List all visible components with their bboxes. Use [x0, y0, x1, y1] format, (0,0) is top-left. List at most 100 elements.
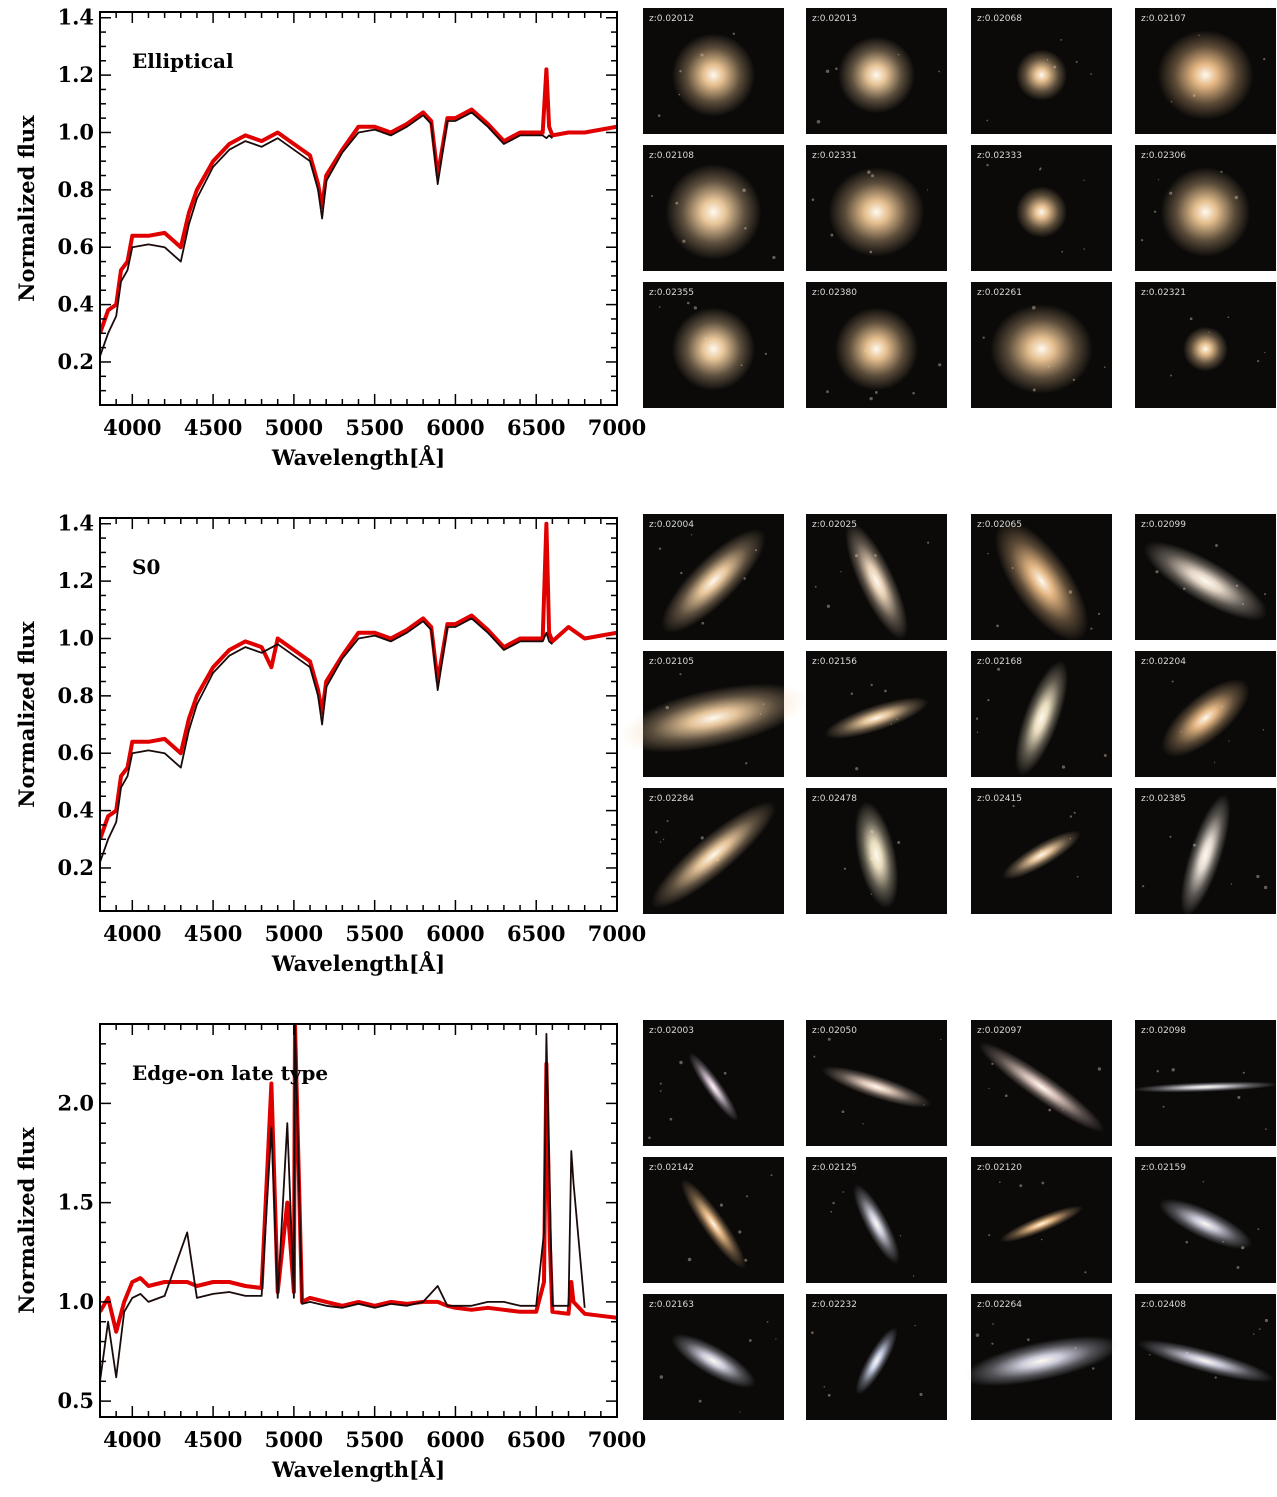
galaxy-thumbnail: z:0.02478	[806, 788, 947, 914]
background-star	[996, 624, 999, 628]
x-tick-label: 6000	[426, 415, 484, 440]
thumbnail-redshift-label: z:0.02120	[977, 1163, 1022, 1173]
background-star	[825, 69, 830, 74]
thumbnail-redshift-label: z:0.02264	[977, 1300, 1022, 1310]
thumbnail-redshift-label: z:0.02321	[1141, 288, 1186, 298]
background-star	[1060, 39, 1063, 41]
thumbnail-redshift-label: z:0.02355	[649, 288, 694, 298]
thumbnail-redshift-label: z:0.02261	[977, 288, 1022, 298]
y-tick-label: 1.0	[57, 119, 94, 144]
galaxy-thumbnail: z:0.02108	[643, 145, 784, 271]
y-tick-label: 0.2	[57, 855, 94, 880]
background-star	[988, 1087, 990, 1090]
background-star	[1103, 366, 1106, 368]
y-axis-title: Normalized flux	[14, 1127, 39, 1314]
background-star	[1027, 1338, 1030, 1341]
galaxy-image	[838, 36, 915, 114]
background-star	[870, 683, 873, 687]
background-star	[938, 70, 941, 73]
background-star	[1227, 316, 1230, 319]
thumbnail-redshift-label: z:0.02065	[977, 520, 1022, 530]
thumbnail-redshift-label: z:0.02478	[812, 794, 857, 804]
thumbnail-redshift-label: z:0.02012	[649, 14, 694, 24]
galaxy-image	[1158, 1198, 1253, 1250]
background-star	[840, 571, 842, 573]
background-star	[1215, 543, 1218, 547]
background-star	[1264, 1318, 1269, 1323]
background-star	[1256, 874, 1260, 879]
background-star	[827, 1037, 831, 1041]
galaxy-image	[661, 528, 766, 634]
background-star	[738, 1230, 742, 1234]
background-star	[648, 1136, 651, 1140]
background-star	[701, 621, 705, 625]
galaxy-image	[688, 1052, 739, 1122]
thumbnail-redshift-label: z:0.02306	[1141, 151, 1186, 161]
thumbnail-redshift-label: z:0.02105	[649, 657, 694, 667]
x-tick-label: 7000	[588, 921, 646, 946]
background-star	[814, 585, 817, 588]
background-star	[841, 1110, 845, 1114]
thumbnail-redshift-label: z:0.02050	[812, 1026, 857, 1036]
background-star	[1262, 728, 1265, 731]
background-star	[1237, 1095, 1241, 1099]
galaxy-image	[978, 1041, 1105, 1133]
background-star	[770, 1174, 773, 1177]
background-star	[1142, 885, 1145, 888]
galaxy-thumbnail: z:0.02025	[806, 514, 947, 640]
background-star	[1264, 351, 1266, 354]
galaxy-thumbnail: z:0.02408	[1135, 1294, 1276, 1420]
background-star	[1069, 815, 1073, 818]
background-star	[914, 1324, 916, 1327]
background-star	[1258, 1328, 1261, 1330]
y-tick-label: 1.0	[57, 625, 94, 650]
thumbnail-redshift-label: z:0.02125	[812, 1163, 857, 1173]
series-group	[100, 521, 617, 863]
galaxy-thumbnail: z:0.02156	[806, 651, 947, 777]
background-star	[687, 1257, 692, 1262]
background-star	[982, 336, 985, 339]
background-star	[1090, 627, 1093, 630]
x-tick-label: 4500	[184, 921, 242, 946]
background-star	[1189, 317, 1193, 321]
thumbnail-redshift-label: z:0.02168	[977, 657, 1022, 667]
background-star	[850, 692, 854, 695]
galaxy-thumbnail: z:0.02232	[806, 1294, 947, 1420]
background-star	[1040, 1238, 1043, 1241]
background-star	[1090, 73, 1092, 75]
galaxy-image	[1137, 1339, 1274, 1383]
galaxy-thumbnail: z:0.02333	[971, 145, 1112, 271]
thumbnail-redshift-label: z:0.02097	[977, 1026, 1022, 1036]
series-line-black	[100, 617, 553, 863]
background-star	[679, 1060, 683, 1065]
background-star	[775, 1338, 777, 1340]
galaxy-image	[1014, 660, 1069, 776]
background-star	[988, 1234, 991, 1237]
background-star	[764, 352, 767, 355]
chart-panel-1: 4000 4500 5000 5500 6000 6500 7000 0.2 0.4 0.6 0.8…	[14, 5, 1276, 470]
background-star	[823, 1385, 826, 1388]
thumbnail-redshift-label: z:0.02098	[1141, 1026, 1186, 1036]
thumbnail-redshift-label: z:0.02013	[812, 14, 857, 24]
background-star	[1170, 374, 1173, 377]
thumbnail-redshift-label: z:0.02025	[812, 520, 857, 530]
y-tick-label: 1.0	[57, 1289, 94, 1314]
galaxy-thumbnail: z:0.02284	[643, 788, 784, 914]
background-star	[912, 392, 915, 395]
background-star	[746, 1195, 749, 1198]
galaxy-thumbnail: z:0.02204	[1135, 651, 1276, 777]
background-star	[1263, 58, 1266, 61]
background-star	[1265, 1128, 1267, 1131]
y-tick-label: 0.8	[57, 177, 94, 202]
background-star	[1140, 238, 1144, 242]
background-star	[869, 396, 873, 401]
x-tick-label: 4500	[184, 415, 242, 440]
y-tick-label: 1.2	[57, 568, 94, 593]
galaxy-thumbnail: z:0.02050	[806, 1020, 947, 1146]
y-tick-label: 0.6	[57, 234, 94, 259]
background-star	[1169, 835, 1172, 838]
galaxy-thumbnail: z:0.02065	[971, 514, 1112, 641]
galaxy-image	[824, 697, 929, 739]
thumbnail-redshift-label: z:0.02333	[977, 151, 1022, 161]
series-line-red	[100, 67, 617, 334]
